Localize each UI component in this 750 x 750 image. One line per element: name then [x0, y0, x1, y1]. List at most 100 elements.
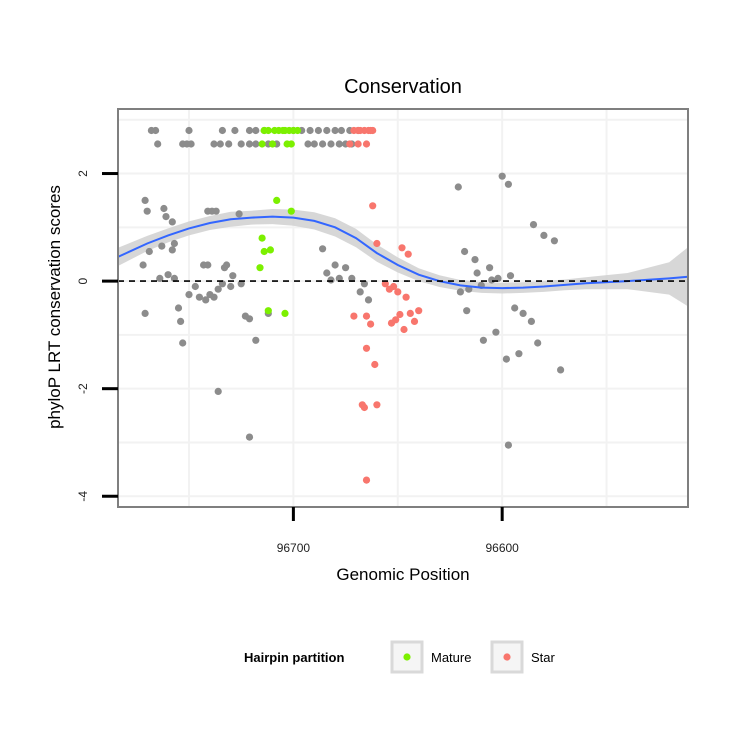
data-point-other [364, 296, 373, 304]
data-point-other [454, 183, 462, 191]
data-point-other [534, 339, 542, 347]
data-point-star [396, 310, 404, 319]
data-point-other [502, 355, 510, 363]
data-point-star [346, 140, 354, 148]
data-point-other [337, 126, 345, 135]
data-point-star [398, 244, 406, 252]
data-point-other [492, 328, 500, 336]
data-point-other [479, 336, 487, 344]
data-point-other [237, 280, 245, 288]
legend-key-box [390, 640, 424, 674]
data-point-other [463, 307, 471, 315]
x-tick-label: 96600 [485, 541, 519, 555]
data-point-mature [268, 140, 277, 148]
data-point-star [415, 307, 423, 315]
data-point-other [504, 180, 512, 188]
y-axis-title: phyloP LRT conservation scores [45, 185, 64, 429]
data-point-other [252, 336, 260, 344]
data-point-other [327, 140, 335, 148]
data-point-star [404, 250, 412, 258]
data-point-other [162, 213, 170, 221]
data-point-other [314, 126, 322, 135]
panel-border [117, 108, 689, 508]
legend-key-star [503, 653, 511, 661]
y-tick-label: -4 [76, 491, 90, 502]
data-point-other [488, 276, 496, 284]
data-point-star [400, 325, 408, 334]
data-point-other [252, 140, 260, 148]
data-point-other [191, 282, 199, 291]
data-point-other [557, 366, 565, 374]
data-point-other [185, 291, 193, 299]
y-tick-label: -2 [76, 383, 90, 394]
data-point-other [170, 239, 178, 248]
data-point-other [348, 274, 356, 282]
legend-key-mature [403, 653, 411, 661]
data-point-other [245, 140, 254, 148]
data-point-other [319, 140, 327, 148]
data-point-other [306, 126, 314, 135]
data-point-star [369, 202, 377, 210]
data-point-star [362, 312, 371, 320]
data-point-mature [256, 264, 264, 272]
data-point-other [152, 126, 160, 135]
data-point-other [356, 288, 364, 296]
data-point-star [371, 360, 379, 369]
y-tick-label: 2 [76, 170, 90, 177]
data-point-other [156, 274, 164, 282]
data-point-other [141, 309, 149, 317]
data-point-mature [287, 140, 295, 148]
data-point-other [185, 126, 193, 135]
data-point-other [471, 256, 479, 264]
data-point-other [486, 264, 494, 272]
data-point-other [540, 231, 548, 239]
data-point-other [168, 246, 176, 254]
data-point-mature [287, 207, 295, 215]
data-point-other [218, 126, 226, 135]
data-point-mature [273, 196, 281, 204]
data-point-star [350, 312, 358, 320]
data-point-other [216, 140, 224, 148]
data-point-mature [264, 307, 272, 315]
data-point-mature [258, 140, 266, 148]
data-point-other [179, 339, 187, 347]
panel-background [118, 109, 688, 507]
legend-key-box [490, 640, 524, 674]
data-point-other [245, 126, 254, 135]
data-point-other [158, 242, 166, 250]
data-point-mature [264, 126, 272, 135]
data-point-other [143, 207, 151, 215]
data-point-other [168, 218, 176, 226]
data-point-other [304, 140, 312, 148]
data-point-other [202, 296, 210, 304]
data-point-other [225, 140, 233, 148]
data-point-star [362, 476, 371, 484]
data-point-other [360, 280, 368, 288]
data-point-star [373, 401, 381, 409]
data-point-other [160, 204, 168, 213]
smooth-line [117, 215, 689, 290]
data-point-other [231, 126, 239, 135]
data-point-other [342, 264, 350, 272]
data-point-star [362, 344, 371, 352]
data-point-other [164, 271, 172, 279]
data-point-star [360, 403, 368, 412]
data-point-other [245, 433, 254, 441]
data-point-other [174, 304, 183, 312]
data-point-star [385, 285, 393, 293]
data-point-star [402, 293, 410, 301]
data-point-other [212, 207, 220, 215]
data-point-other [223, 261, 231, 269]
y-tick-label: 0 [76, 277, 90, 284]
data-point-other [527, 317, 536, 325]
legend-label-mature: Mature [431, 650, 471, 665]
data-point-star [373, 239, 381, 248]
data-point-star [362, 140, 371, 148]
data-point-other [195, 293, 203, 301]
data-point-star [394, 288, 402, 296]
x-tick-label: 96700 [277, 541, 311, 555]
data-point-other [187, 140, 195, 148]
data-point-other [550, 237, 559, 245]
data-point-other [245, 315, 254, 323]
data-point-other [331, 126, 339, 135]
